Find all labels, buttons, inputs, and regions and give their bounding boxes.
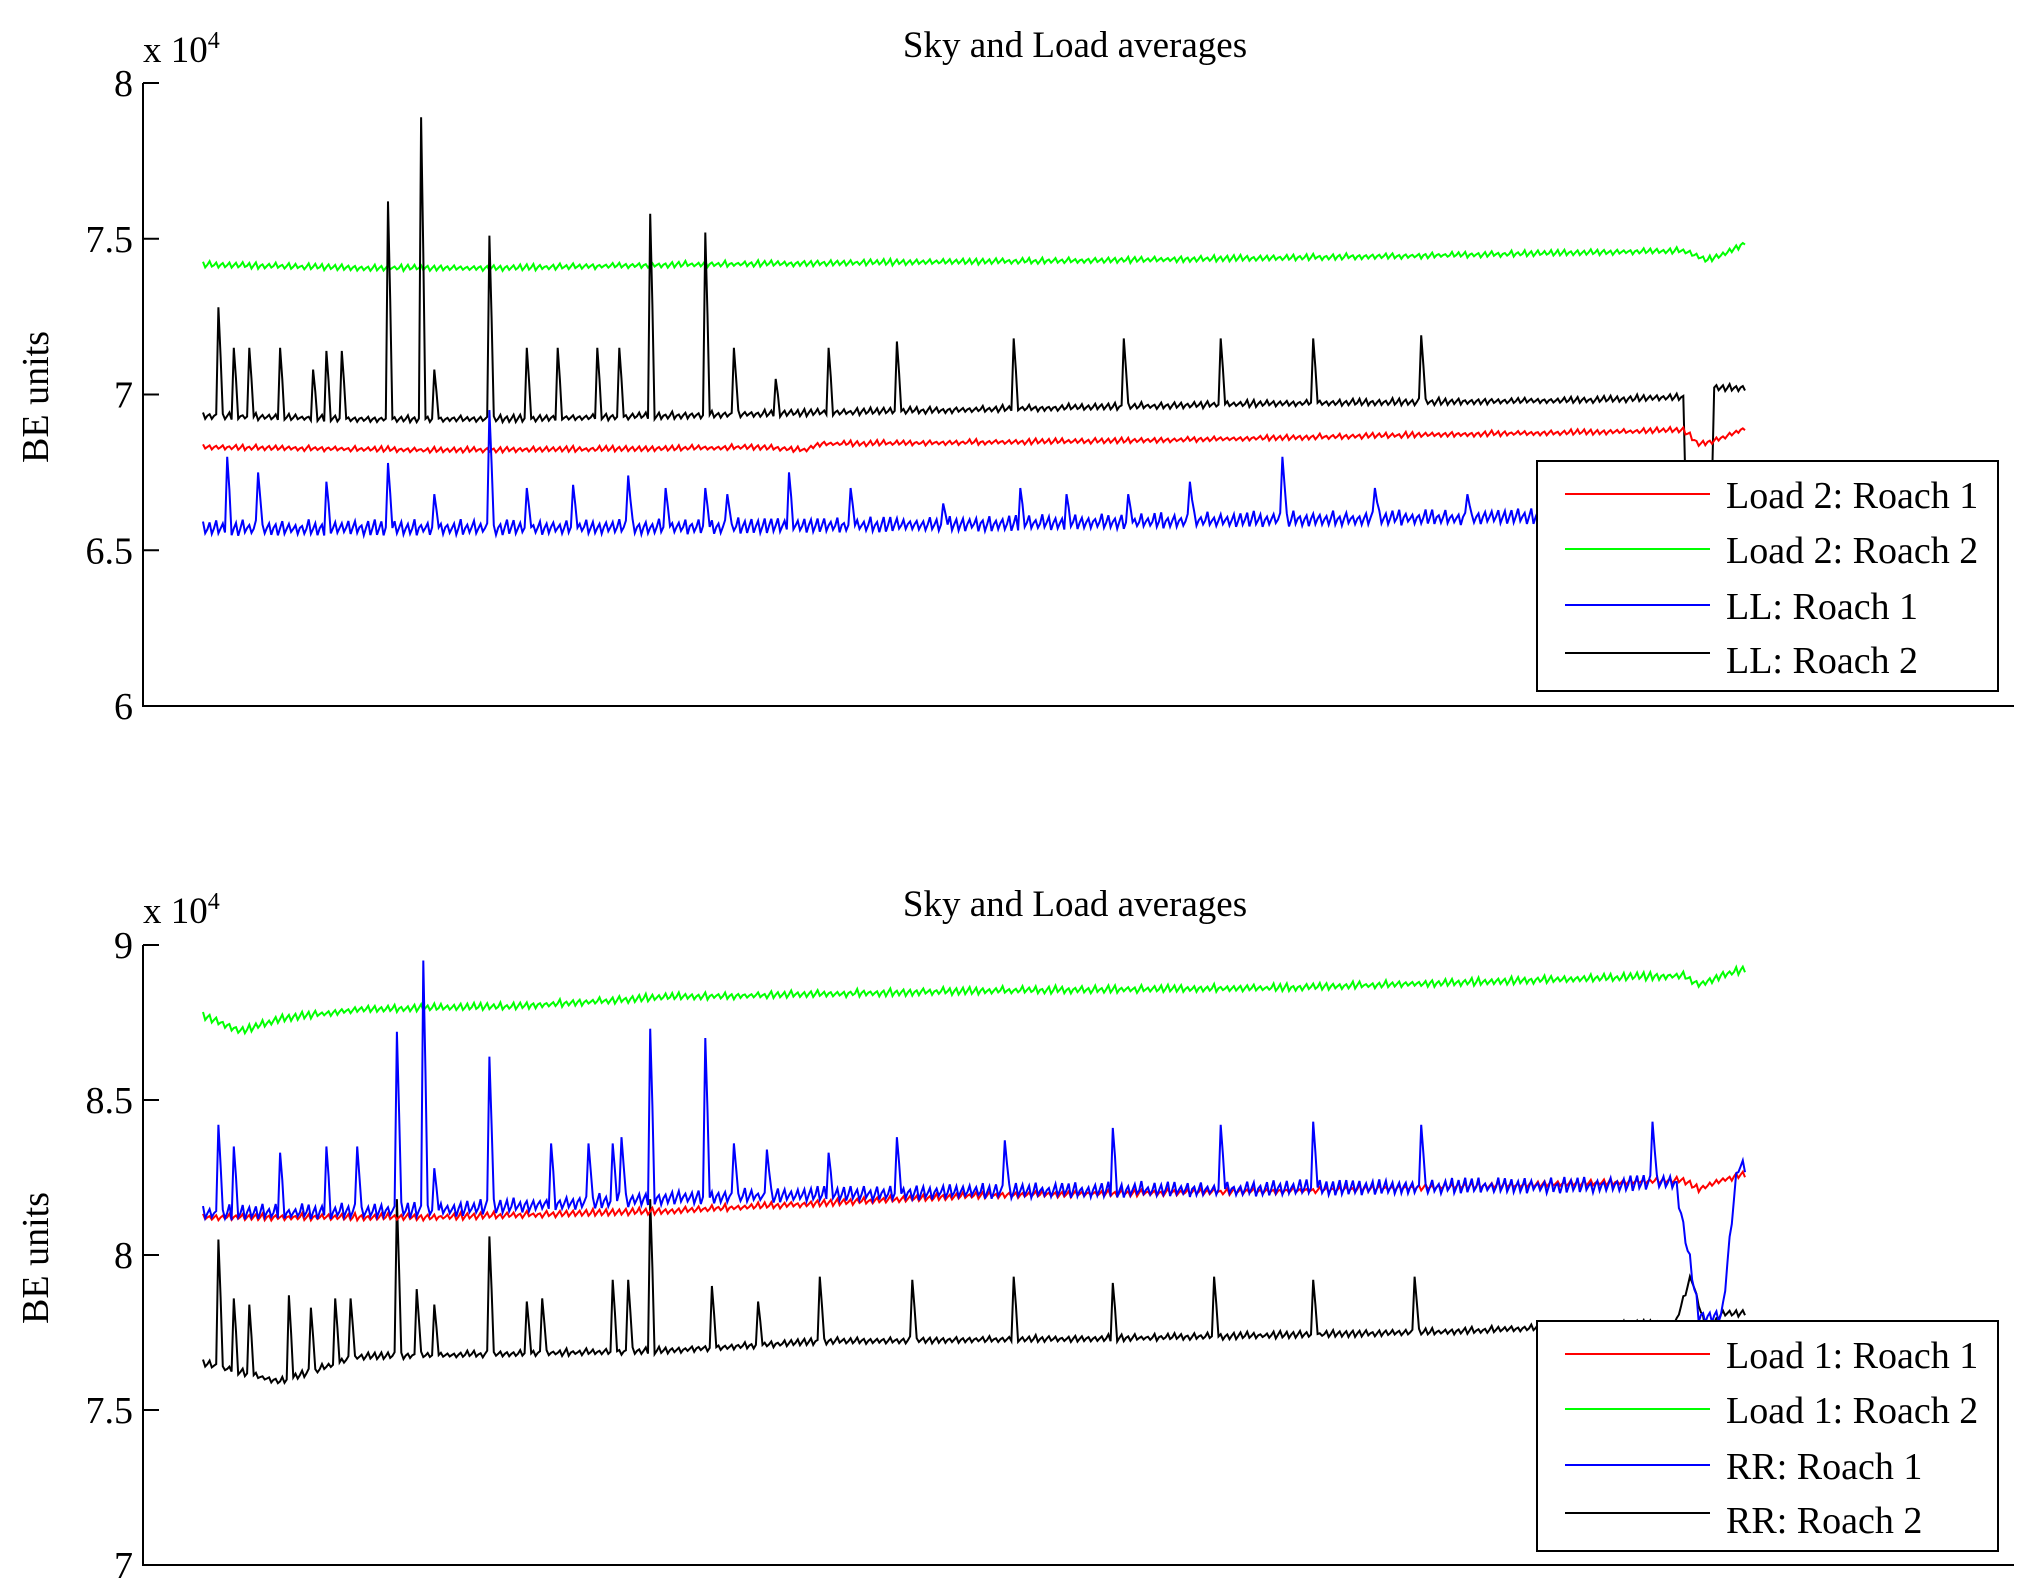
legend: Load 2: Roach 1 Load 2: Roach 2 LL: Roac… — [1536, 460, 1999, 692]
y-tick-label: 7.5 — [86, 219, 134, 261]
y-tick-label: 7 — [114, 1545, 133, 1587]
subplot-1: Sky and Load averages x 104 BE units 6 6.… — [15, 25, 2014, 728]
series-line-load-2-roach-1 — [202, 425, 1746, 455]
y-axis-label: BE units — [15, 331, 57, 463]
y-tick-label: 7 — [114, 375, 133, 417]
plot-series — [202, 117, 1746, 540]
legend-label: Load 2: Roach 1 — [1726, 475, 1978, 517]
y-tick-label: 8 — [114, 1235, 133, 1277]
y-multiplier: x 104 — [143, 889, 220, 932]
legend-label: LL: Roach 2 — [1726, 640, 1918, 682]
series-line-ll-roach-1 — [202, 410, 1746, 540]
y-multiplier: x 104 — [143, 28, 220, 71]
series-line-load-2-roach-2 — [202, 241, 1746, 274]
series-line-rr-roach-2 — [202, 1199, 1746, 1385]
series-line-load-1-roach-2 — [202, 964, 1746, 1036]
plot-series — [202, 960, 1746, 1385]
legend-label: LL: Roach 1 — [1726, 586, 1918, 628]
legend-label: Load 1: Roach 1 — [1726, 1335, 1978, 1377]
y-tick-label: 6.5 — [86, 530, 134, 572]
y-tick-label: 8.5 — [86, 1080, 134, 1122]
legend-label: Load 1: Roach 2 — [1726, 1390, 1978, 1432]
legend-label: Load 2: Roach 2 — [1726, 530, 1978, 572]
legend-label: RR: Roach 1 — [1726, 1446, 1922, 1488]
subplot-2: Sky and Load averages x 104 BE units 7 7.… — [15, 884, 2014, 1587]
series-line-rr-roach-1 — [202, 960, 1746, 1327]
y-axis-label: BE units — [15, 1192, 57, 1324]
y-tick-label: 9 — [114, 925, 133, 967]
series-line-ll-roach-2 — [202, 117, 1746, 524]
y-ticks: 7 7.5 8 8.5 9 — [86, 925, 159, 1587]
y-tick-label: 8 — [114, 63, 133, 105]
y-tick-label: 7.5 — [86, 1390, 134, 1432]
y-tick-label: 6 — [114, 686, 133, 728]
chart-title: Sky and Load averages — [903, 25, 1247, 66]
chart-title: Sky and Load averages — [903, 884, 1247, 925]
legend-label: RR: Roach 2 — [1726, 1500, 1922, 1542]
legend: Load 1: Roach 1 Load 1: Roach 2 RR: Roac… — [1536, 1320, 1999, 1552]
y-ticks: 6 6.5 7 7.5 8 — [86, 63, 159, 728]
